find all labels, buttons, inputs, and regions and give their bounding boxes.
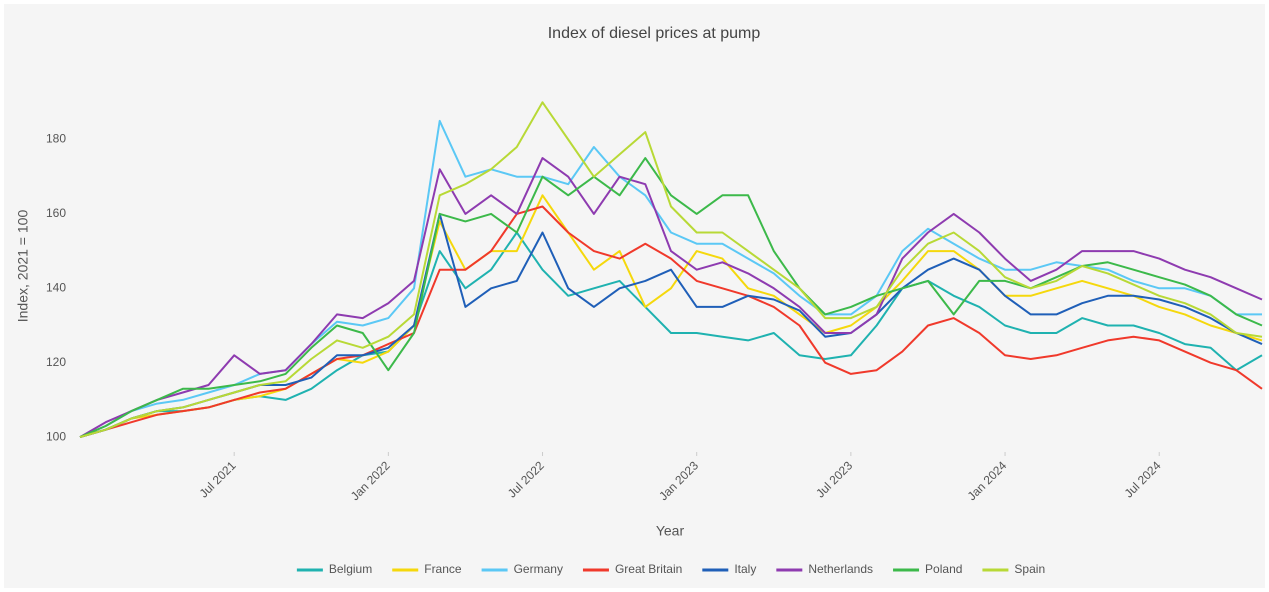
- series-line: [79, 212, 1263, 439]
- legend-label: Poland: [925, 562, 962, 576]
- x-axis-label: Year: [656, 523, 685, 539]
- legend-label: Spain: [1014, 562, 1045, 576]
- legend-label: Germany: [514, 562, 563, 576]
- legend-label: Great Britain: [615, 562, 682, 576]
- y-tick-label: 140: [46, 280, 66, 294]
- legend-label: France: [424, 562, 462, 576]
- legend: Belgium France Germany Great Britain Italy Ne…: [296, 562, 1045, 576]
- series-line: [79, 157, 1263, 438]
- legend-label: Belgium: [329, 562, 372, 576]
- legend-label: Netherlands: [808, 562, 873, 576]
- y-tick-label: 100: [46, 429, 66, 443]
- series-line: [79, 205, 1263, 439]
- y-tick-label: 180: [46, 132, 66, 146]
- series-line: [79, 157, 1263, 439]
- series-line: [79, 101, 1263, 439]
- series-line: [79, 231, 1263, 439]
- series-line: [79, 194, 1263, 439]
- y-tick-label: 160: [46, 206, 66, 220]
- y-tick-label: 120: [46, 355, 66, 369]
- legend-label: Italy: [734, 562, 756, 576]
- y-axis-label: Index, 2021 = 100: [15, 210, 31, 323]
- chart-title: Index of diesel prices at pump: [548, 25, 761, 42]
